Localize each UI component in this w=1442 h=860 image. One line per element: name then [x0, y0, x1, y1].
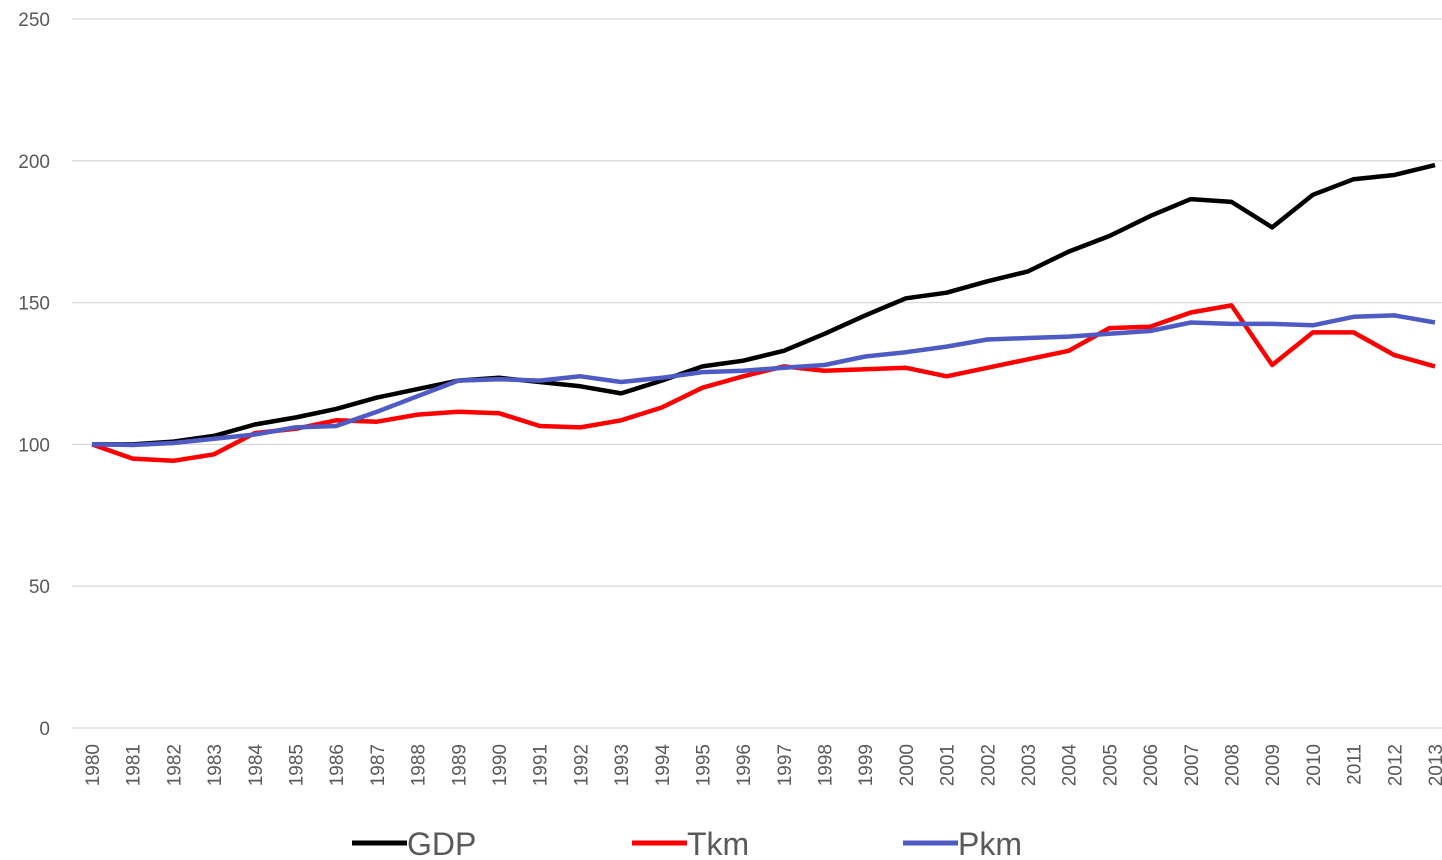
series-line — [92, 162, 1436, 447]
x-tick-label: 2009 — [1263, 744, 1284, 786]
y-tick-label: 50 — [29, 577, 50, 598]
x-tick-label: 1996 — [734, 744, 755, 786]
x-tick-label: 1991 — [531, 744, 552, 786]
x-tick-label: 1989 — [449, 744, 470, 786]
x-tick-label: 2005 — [1100, 744, 1121, 786]
x-tick-label: 2003 — [1019, 744, 1040, 786]
x-tick-label: 2004 — [1060, 744, 1081, 787]
y-tick-label: 150 — [18, 294, 50, 315]
y-tick-label: 200 — [18, 152, 50, 173]
x-tick-label: 1997 — [775, 744, 796, 786]
y-tick-label: 0 — [39, 719, 50, 740]
x-tick-label: 1993 — [612, 744, 633, 786]
x-tick-label: 1983 — [205, 744, 226, 786]
x-tick-label: 1981 — [124, 744, 145, 786]
legend-label: Pkm — [958, 826, 1022, 860]
x-tick-label: 1999 — [856, 744, 877, 786]
x-tick-label: 1980 — [83, 744, 104, 786]
x-tick-label: 2011 — [1345, 744, 1366, 785]
x-tick-label: 1990 — [490, 744, 511, 786]
legend-item: Tkm — [632, 826, 749, 860]
x-tick-label: 2007 — [1182, 744, 1203, 786]
x-tick-label: 1995 — [693, 744, 714, 786]
x-tick-label: 2008 — [1223, 744, 1244, 786]
x-tick-label: 2001 — [938, 744, 959, 786]
legend-label: GDP — [407, 826, 476, 860]
series-line — [91, 313, 1436, 448]
x-tick-label: 1982 — [164, 744, 185, 786]
x-tick-label: 2013 — [1426, 744, 1442, 786]
x-tick-label: 2006 — [1141, 744, 1162, 786]
x-tick-label: 1988 — [409, 744, 430, 786]
series-line — [91, 303, 1436, 464]
x-tick-label: 1998 — [816, 744, 837, 786]
x-tick-label: 1984 — [246, 744, 267, 787]
x-tick-label: 1987 — [368, 744, 389, 786]
x-tick-label: 2012 — [1385, 744, 1406, 786]
x-tick-label: 2000 — [897, 744, 918, 786]
legend-item: Pkm — [903, 826, 1022, 860]
legend-item: GDP — [352, 826, 476, 860]
x-tick-label: 2002 — [978, 744, 999, 786]
legend-label: Tkm — [687, 826, 749, 860]
x-tick-label: 2010 — [1304, 744, 1325, 786]
x-tick-label: 1992 — [571, 744, 592, 786]
x-tick-label: 1986 — [327, 744, 348, 786]
y-tick-label: 100 — [18, 435, 50, 456]
x-tick-label: 1985 — [286, 744, 307, 786]
x-tick-label: 1994 — [653, 744, 674, 787]
y-tick-label: 250 — [18, 10, 50, 31]
